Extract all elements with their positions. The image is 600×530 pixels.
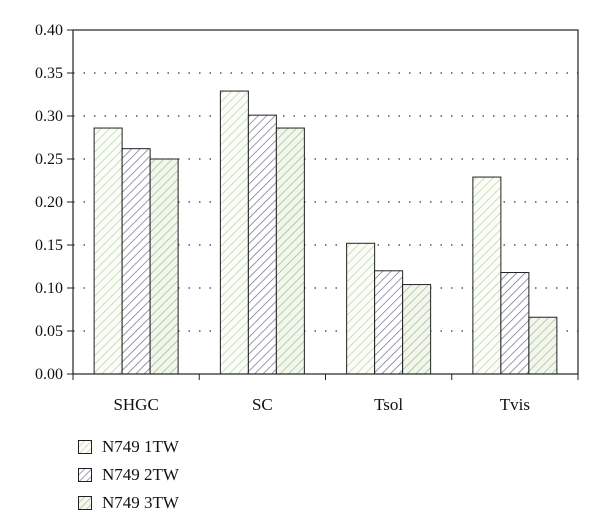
bar-tvis-2 (500, 272, 530, 375)
x-label-shgc: SHGC (113, 395, 158, 414)
bar-tsol-1 (346, 242, 376, 375)
y-axis-ticks: 0.00 0.05 0.10 0.15 0.20 0.25 0.30 0.35 0.40 (35, 22, 73, 383)
bar-shgc-1 (93, 127, 123, 375)
y-tick-label: 0.00 (35, 366, 63, 383)
legend-label-3: N749 3TW (102, 493, 179, 512)
y-tick-label: 0.20 (35, 194, 63, 211)
y-tick-label: 0.25 (35, 151, 63, 168)
bar-chart: 0.00 0.05 0.10 0.15 0.20 0.25 0.30 0.35 0.40 SHG… (35, 22, 579, 414)
bar-tvis-1 (472, 176, 502, 375)
bar-shgc-3 (149, 158, 179, 375)
legend-swatch-2 (78, 468, 92, 482)
legend: N749 1TW N749 2TW N749 3TW (78, 433, 179, 517)
legend-label-2: N749 2TW (102, 465, 179, 484)
y-tick-label: 0.35 (35, 65, 63, 82)
bar-tsol-2 (374, 270, 404, 375)
y-tick-label: 0.10 (35, 280, 63, 297)
bars (93, 90, 558, 375)
legend-item-2: N749 2TW (78, 461, 179, 489)
y-tick-label: 0.40 (35, 22, 63, 39)
bar-sc-2 (247, 114, 277, 375)
bar-shgc-2 (121, 148, 151, 375)
x-label-tvis: Tvis (500, 395, 530, 414)
bar-tvis-3 (528, 316, 558, 375)
bar-sc-1 (219, 90, 249, 375)
legend-item-1: N749 1TW (78, 433, 179, 461)
legend-item-3: N749 3TW (78, 489, 179, 517)
legend-label-1: N749 1TW (102, 437, 179, 456)
x-label-tsol: Tsol (374, 395, 403, 414)
y-tick-label: 0.30 (35, 108, 63, 125)
x-axis-labels: SHGC SC Tsol Tvis (113, 395, 530, 414)
legend-swatch-3 (78, 496, 92, 510)
y-tick-label: 0.05 (35, 323, 63, 340)
y-tick-label: 0.15 (35, 237, 63, 254)
bar-tsol-3 (402, 284, 432, 375)
bar-sc-3 (275, 127, 305, 375)
x-label-sc: SC (252, 395, 273, 414)
legend-swatch-1 (78, 440, 92, 454)
